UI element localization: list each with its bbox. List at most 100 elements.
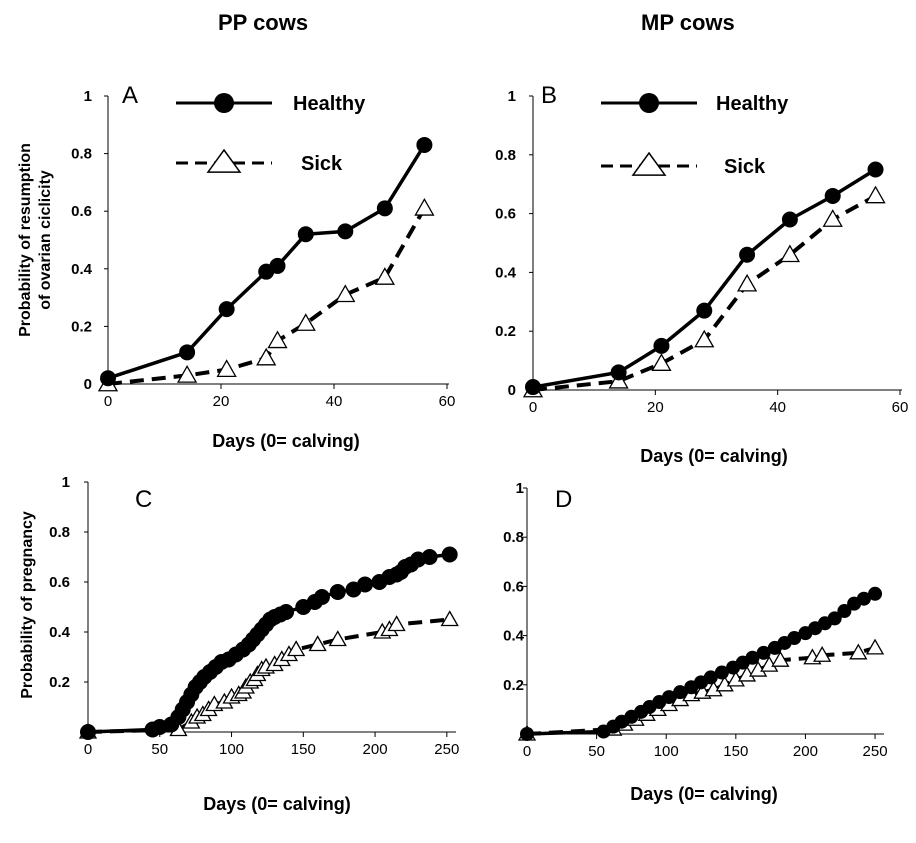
data-point-sick — [387, 615, 406, 632]
y-tick-label: 1 — [62, 474, 70, 491]
data-point-healthy — [739, 246, 756, 263]
data-point-sick — [849, 643, 868, 660]
legend-marker-sick — [206, 148, 242, 173]
legend-label-sick: Sick — [724, 156, 766, 178]
data-point-sick — [771, 650, 790, 667]
x-axis-label: Days (0= calving) — [640, 446, 788, 466]
data-point-healthy — [703, 670, 718, 685]
y-tick-label: 0.4 — [49, 624, 71, 641]
data-point-sick — [335, 284, 356, 303]
data-point-healthy — [416, 136, 433, 153]
series-line-healthy — [107, 144, 426, 380]
data-point-healthy — [441, 546, 458, 563]
legend: Healthy Sick — [176, 93, 366, 175]
y-tick-label: 0 — [84, 376, 92, 393]
x-tick-label: 60 — [439, 393, 456, 410]
x-tick-label: 20 — [213, 393, 230, 410]
x-tick-label: 100 — [654, 743, 679, 760]
y-tick-label: 0.8 — [71, 146, 92, 163]
data-point-healthy — [653, 337, 670, 354]
y-tick-label: 0.8 — [49, 524, 70, 541]
chart-panel-a: 0 20 40 60 0 0.2 0.4 0.6 0.8 1 Days (0= calving) Pr… — [17, 82, 455, 451]
y-tick-label: 0.4 — [495, 264, 517, 281]
y-tick-label: 0.4 — [503, 628, 525, 645]
y-tick-label: 0.8 — [503, 529, 524, 546]
y-axis-label: of ovarian ciclicity — [37, 170, 54, 310]
data-point-healthy — [525, 379, 541, 396]
data-point-healthy — [357, 576, 374, 593]
legend: Healthy Sick — [601, 93, 789, 178]
legend-marker-sick — [631, 151, 667, 176]
x-tick-label: 50 — [151, 741, 168, 758]
data-point-healthy — [856, 591, 871, 606]
data-point-sick — [694, 329, 715, 348]
y-tick-label: 0.6 — [71, 203, 92, 220]
data-point-healthy — [278, 604, 295, 620]
data-point-sick — [865, 638, 885, 655]
y-tick-label: 1 — [516, 480, 524, 497]
data-point-sick — [374, 267, 395, 285]
data-point-healthy — [867, 161, 884, 178]
data-point-healthy — [520, 727, 534, 741]
data-point-sick — [295, 313, 316, 331]
data-point-healthy — [100, 370, 116, 387]
data-point-healthy — [337, 223, 354, 240]
y-tick-label: 0.6 — [503, 578, 524, 595]
series-line-healthy — [526, 592, 876, 736]
chart-panel-d: 0 50 100 150 200 250 0.2 0.4 0.6 0.8 1 Days (0= cal… — [503, 480, 887, 804]
y-tick-label: 0.2 — [503, 677, 524, 694]
data-point-healthy — [218, 301, 235, 318]
x-tick-label: 250 — [863, 743, 888, 760]
data-point-sick — [736, 273, 758, 292]
series-line-sick — [532, 194, 877, 392]
y-tick-label: 1 — [84, 88, 92, 105]
data-point-healthy — [868, 586, 883, 601]
panel-letter: C — [135, 486, 152, 513]
data-point-healthy — [673, 685, 688, 700]
legend-label-healthy: Healthy — [716, 93, 789, 115]
y-tick-label: 0.2 — [71, 318, 92, 335]
data-point-sick — [813, 645, 832, 662]
y-tick-label: 0.6 — [49, 574, 70, 591]
y-axis-label: Probability of resumption — [17, 143, 34, 337]
x-tick-label: 200 — [363, 741, 388, 758]
data-point-healthy — [827, 611, 842, 626]
data-point-sick — [440, 610, 459, 627]
x-tick-label: 200 — [793, 743, 818, 760]
panel-letter: B — [541, 82, 557, 109]
legend-marker-healthy — [214, 93, 234, 113]
data-point-sick — [216, 359, 237, 377]
x-tick-label: 150 — [291, 741, 316, 758]
data-point-sick — [176, 365, 198, 383]
data-point-healthy — [745, 650, 760, 665]
x-axis-label: Days (0= calving) — [212, 431, 360, 451]
data-point-healthy — [297, 226, 314, 243]
x-tick-label: 20 — [647, 399, 664, 416]
data-point-healthy — [787, 631, 802, 646]
legend-marker-healthy — [639, 93, 659, 113]
y-tick-label: 0 — [508, 382, 516, 399]
data-point-sick — [256, 347, 277, 366]
x-tick-label: 40 — [769, 399, 786, 416]
data-point-healthy — [313, 589, 330, 605]
data-point-sick — [328, 630, 347, 647]
legend-label-sick: Sick — [301, 153, 343, 175]
x-axis-label: Days (0= calving) — [630, 784, 778, 804]
data-point-healthy — [421, 549, 438, 565]
data-point-sick — [779, 244, 801, 263]
data-point-healthy — [662, 690, 676, 705]
column-title-pp: PP cows — [218, 10, 309, 35]
data-point-sick — [414, 198, 435, 216]
legend-label-healthy: Healthy — [293, 93, 366, 115]
data-point-healthy — [714, 665, 729, 680]
x-axis-label: Days (0= calving) — [203, 794, 351, 814]
data-point-healthy — [781, 211, 798, 228]
x-tick-label: 0 — [529, 399, 537, 416]
data-point-healthy — [269, 257, 286, 274]
data-point-healthy — [696, 302, 713, 319]
x-tick-label: 250 — [434, 741, 459, 758]
x-tick-label: 0 — [104, 393, 112, 410]
data-point-healthy — [80, 724, 96, 740]
chart-panel-c: 0 50 100 150 200 250 0.2 0.4 0.6 0.8 1 Days (0= cal… — [19, 474, 459, 814]
